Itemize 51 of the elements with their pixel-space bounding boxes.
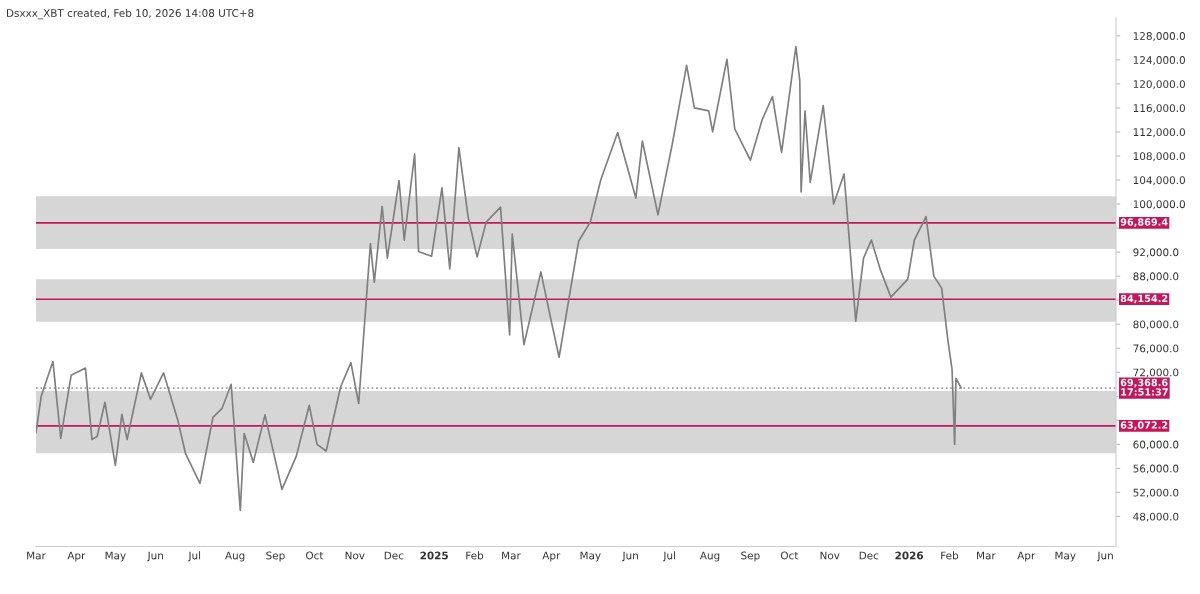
x-tick-label: Jun xyxy=(147,551,163,562)
y-tick-label: 80,000.0 xyxy=(1133,320,1179,330)
x-tick-label: Aug xyxy=(225,551,245,562)
ref-line-label: 63,072.2 xyxy=(1120,421,1168,430)
x-tick-label: Jun xyxy=(1096,551,1113,562)
x-tick-label: 2026 xyxy=(895,551,924,560)
chart-title: Dsxxx_XBT created, Feb 10, 2026 14:08 UTC+8 xyxy=(7,8,254,20)
x-tick-label: Apr xyxy=(1017,551,1036,562)
x-tick-label: Nov xyxy=(345,551,365,560)
x-tick-label: Jul xyxy=(662,551,675,562)
x-tick-label: Oct xyxy=(306,551,324,560)
x-tick-label: May xyxy=(580,551,601,562)
x-tick-label: Nov xyxy=(820,551,840,560)
y-tick-label: 52,000.0 xyxy=(1133,488,1179,498)
y-tick-label: 100,000.0 xyxy=(1133,200,1185,210)
y-tick-label: 60,000.0 xyxy=(1133,440,1179,450)
x-tick-label: Mar xyxy=(27,551,46,560)
x-tick-label: Dec xyxy=(859,551,879,560)
ref-line-label: 84,154.2 xyxy=(1120,294,1168,304)
y-tick-label: 120,000.0 xyxy=(1133,80,1185,90)
y-tick-label: 108,000.0 xyxy=(1133,152,1185,162)
y-tick-label: 88,000.0 xyxy=(1133,272,1179,282)
y-tick-label: 56,000.0 xyxy=(1133,464,1179,474)
x-tick-label: Dec xyxy=(384,551,404,560)
ref-line-label: 69,368.6 17:51:37 xyxy=(1120,378,1168,396)
x-tick-label: Feb xyxy=(466,551,484,560)
ref-line-label: 96,869.4 xyxy=(1120,218,1168,227)
x-tick-label: Aug xyxy=(699,551,720,562)
y-tick-label: 76,000.0 xyxy=(1133,344,1179,354)
y-tick-label: 48,000.0 xyxy=(1133,512,1179,522)
x-tick-label: Mar xyxy=(977,551,996,560)
y-tick-label: 104,000.0 xyxy=(1133,176,1185,186)
line-series xyxy=(36,45,962,512)
x-tick-label: 2025 xyxy=(420,551,448,560)
y-tick-label: 92,000.0 xyxy=(1133,248,1179,258)
y-tick-label: 128,000.0 xyxy=(1133,32,1185,42)
x-tick-label: May xyxy=(105,551,126,562)
x-tick-label: Sep xyxy=(266,551,285,562)
y-tick-label: 112,000.0 xyxy=(1133,128,1185,138)
x-tick-label: Mar xyxy=(502,551,521,560)
x-tick-label: Sep xyxy=(741,551,760,562)
x-tick-label: May xyxy=(1055,551,1076,562)
y-tick-label: 72,000.0 xyxy=(1133,368,1179,378)
y-tick-label: 116,000.0 xyxy=(1133,104,1185,114)
x-tick-label: Apr xyxy=(67,551,86,562)
x-tick-label: Jul xyxy=(187,551,201,562)
x-tick-label: Apr xyxy=(542,551,561,562)
x-tick-label: Oct xyxy=(780,551,799,560)
x-tick-label: Feb xyxy=(941,551,959,560)
y-tick-label: 124,000.0 xyxy=(1133,56,1185,66)
x-tick-label: Jun xyxy=(621,551,638,562)
